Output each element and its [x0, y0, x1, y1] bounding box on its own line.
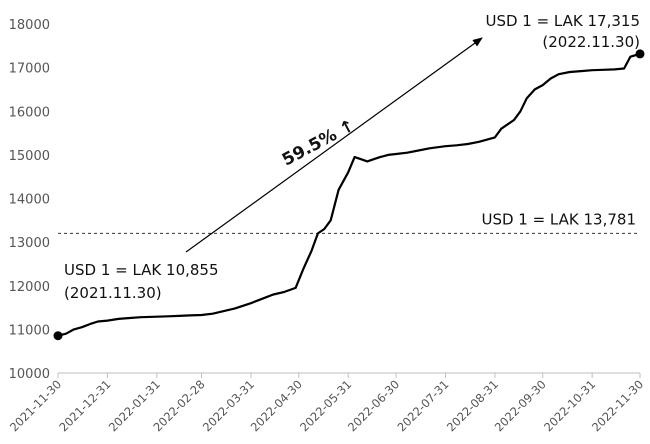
- start-annotation-rate: USD 1 = LAK 10,855: [64, 261, 219, 279]
- trend-arrow: [185, 37, 483, 253]
- y-tick-label: 15000: [9, 149, 50, 164]
- y-tick-label: 13000: [9, 236, 50, 251]
- y-axis: 10000 11000 12000 13000 14000 15000 16000 17000…: [9, 18, 50, 382]
- y-tick-label: 14000: [9, 193, 50, 208]
- y-tick-label: 16000: [9, 105, 50, 120]
- y-tick-label: 18000: [9, 18, 50, 33]
- reference-label: USD 1 = LAK 13,781: [481, 210, 636, 228]
- start-annotation-date: (2021.11.30): [64, 284, 162, 302]
- x-tick-label: 2022-04-30: [248, 377, 305, 434]
- endpoint-markers: [53, 49, 645, 341]
- series-line-usd-lak: [57, 52, 641, 337]
- endpoint-marker: [53, 331, 63, 341]
- y-tick-label: 17000: [9, 62, 50, 77]
- x-tick-label: 2022-09-30: [492, 377, 549, 434]
- x-tick-label: 2022-11-30: [589, 377, 646, 434]
- x-tick-label: 2022-07-31: [394, 377, 451, 434]
- end-annotation-rate: USD 1 = LAK 17,315: [485, 12, 640, 30]
- change-percent-label: 59.5% ↑: [279, 116, 358, 171]
- x-tick-label: 2021-11-30: [7, 377, 64, 434]
- endpoint-marker: [635, 49, 645, 59]
- x-tick-label: 2022-06-30: [345, 377, 402, 434]
- y-tick-label: 11000: [9, 323, 50, 338]
- y-tick-label: 10000: [9, 367, 50, 382]
- end-annotation-date: (2022.11.30): [542, 33, 640, 51]
- x-tick-label: 2021-12-31: [56, 377, 113, 434]
- x-axis: 2021-11-302021-12-312022-01-312022-02-28…: [7, 372, 646, 434]
- y-tick-label: 12000: [9, 280, 50, 295]
